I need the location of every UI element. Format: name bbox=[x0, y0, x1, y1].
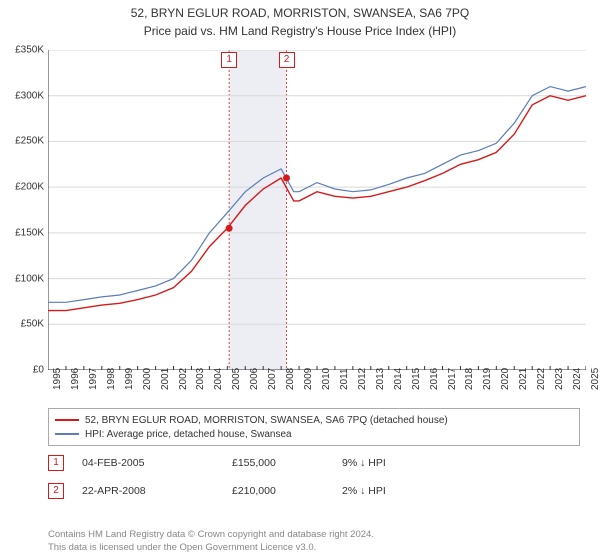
legend-item: HPI: Average price, detached house, Swan… bbox=[55, 427, 573, 441]
x-axis-label: 2016 bbox=[429, 368, 440, 390]
transaction-row: 2 22-APR-2008 £210,000 2% ↓ HPI bbox=[48, 482, 580, 500]
x-axis-label: 2010 bbox=[321, 368, 332, 390]
footer-line: Contains HM Land Registry data © Crown c… bbox=[48, 529, 374, 541]
x-axis-label: 2017 bbox=[447, 368, 458, 390]
y-axis-label: £100K bbox=[2, 273, 44, 284]
x-axis-label: 2000 bbox=[142, 368, 153, 390]
x-axis-label: 1997 bbox=[88, 368, 99, 390]
legend-item: 52, BRYN EGLUR ROAD, MORRISTON, SWANSEA,… bbox=[55, 413, 573, 427]
legend-label: 52, BRYN EGLUR ROAD, MORRISTON, SWANSEA,… bbox=[85, 415, 448, 426]
x-axis-label: 1995 bbox=[52, 368, 63, 390]
x-axis-label: 1996 bbox=[70, 368, 81, 390]
x-axis-label: 2011 bbox=[339, 368, 350, 390]
transaction-pct: 9% ↓ HPI bbox=[342, 457, 386, 469]
transaction-date: 22-APR-2008 bbox=[82, 485, 232, 497]
x-axis-label: 2013 bbox=[375, 368, 386, 390]
x-axis-label: 2001 bbox=[160, 368, 171, 390]
chart-title: 52, BRYN EGLUR ROAD, MORRISTON, SWANSEA,… bbox=[0, 0, 600, 22]
y-axis-label: £0 bbox=[2, 365, 44, 376]
x-axis-label: 2022 bbox=[536, 368, 547, 390]
x-axis-label: 2019 bbox=[482, 368, 493, 390]
chart-container: 52, BRYN EGLUR ROAD, MORRISTON, SWANSEA,… bbox=[0, 0, 600, 560]
x-axis-label: 2002 bbox=[178, 368, 189, 390]
y-axis-label: £150K bbox=[2, 227, 44, 238]
x-axis-label: 2005 bbox=[231, 368, 242, 390]
y-axis-label: £250K bbox=[2, 136, 44, 147]
chart-subtitle: Price paid vs. HM Land Registry's House … bbox=[0, 22, 600, 38]
x-axis-label: 2007 bbox=[267, 368, 278, 390]
x-axis-label: 1998 bbox=[106, 368, 117, 390]
x-axis-label: 2018 bbox=[464, 368, 475, 390]
x-axis-label: 2023 bbox=[554, 368, 565, 390]
chart-area: £0£50K£100K£150K£200K£250K£300K£350K 199… bbox=[48, 50, 586, 370]
x-axis-label: 2021 bbox=[518, 368, 529, 390]
y-axis-label: £50K bbox=[2, 319, 44, 330]
transaction-marker-top: 1 bbox=[221, 52, 237, 68]
transaction-row: 1 04-FEB-2005 £155,000 9% ↓ HPI bbox=[48, 454, 580, 472]
transaction-pct: 2% ↓ HPI bbox=[342, 485, 386, 497]
x-axis-label: 2003 bbox=[195, 368, 206, 390]
x-axis-label: 2006 bbox=[249, 368, 260, 390]
transaction-marker: 2 bbox=[48, 483, 64, 499]
transaction-marker-top: 2 bbox=[279, 52, 295, 68]
transaction-price: £210,000 bbox=[232, 485, 342, 497]
x-axis-label: 2020 bbox=[500, 368, 511, 390]
legend-label: HPI: Average price, detached house, Swan… bbox=[85, 429, 292, 440]
x-axis-label: 2009 bbox=[303, 368, 314, 390]
y-axis-label: £300K bbox=[2, 90, 44, 101]
x-axis-label: 2015 bbox=[411, 368, 422, 390]
x-axis-label: 1999 bbox=[124, 368, 135, 390]
legend-swatch bbox=[55, 419, 79, 421]
x-axis-label: 2012 bbox=[357, 368, 368, 390]
transaction-price: £155,000 bbox=[232, 457, 342, 469]
x-axis-label: 2014 bbox=[393, 368, 404, 390]
chart-plot bbox=[48, 50, 586, 370]
x-axis-label: 2004 bbox=[213, 368, 224, 390]
legend: 52, BRYN EGLUR ROAD, MORRISTON, SWANSEA,… bbox=[48, 408, 580, 446]
x-axis-label: 2025 bbox=[590, 368, 600, 390]
x-axis-label: 2024 bbox=[572, 368, 583, 390]
footer: Contains HM Land Registry data © Crown c… bbox=[48, 529, 374, 554]
transaction-marker: 1 bbox=[48, 455, 64, 471]
x-axis-label: 2008 bbox=[285, 368, 296, 390]
transaction-date: 04-FEB-2005 bbox=[82, 457, 232, 469]
legend-swatch bbox=[55, 433, 79, 435]
footer-line: This data is licensed under the Open Gov… bbox=[48, 542, 374, 554]
y-axis-label: £200K bbox=[2, 182, 44, 193]
y-axis-label: £350K bbox=[2, 45, 44, 56]
